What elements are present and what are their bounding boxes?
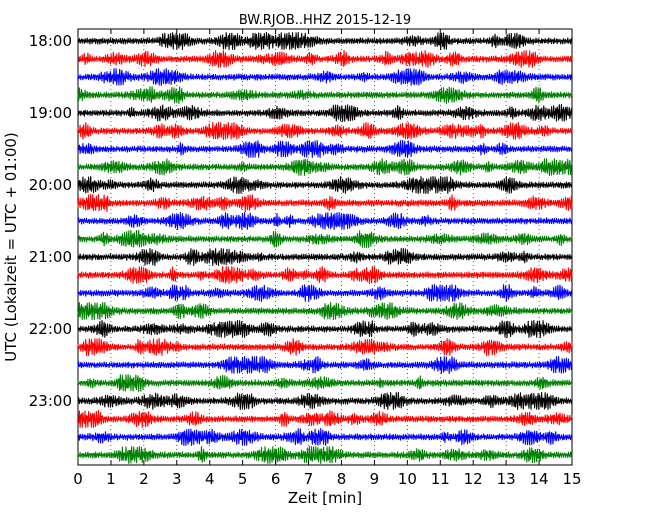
y-tick-label: 19:00 (29, 104, 72, 122)
seismic-trace (77, 355, 573, 374)
seismic-trace (77, 31, 573, 51)
x-tick-label: 12 (464, 470, 483, 488)
seismic-trace (77, 175, 573, 195)
seismic-traces (77, 31, 573, 465)
y-axis-ticks: 18:00 19:00 20:00 21:00 22:00 23:00 (29, 32, 572, 410)
x-tick-label: 9 (370, 470, 380, 488)
seismic-trace (77, 50, 573, 69)
y-tick-label: 23:00 (29, 392, 72, 410)
x-tick-label: 7 (304, 470, 314, 488)
seismic-trace (77, 409, 573, 428)
x-axis-ticks: 0 1 2 3 4 5 6 7 8 9 10 11 12 13 14 15 (73, 29, 582, 488)
x-tick-label: 0 (73, 470, 83, 488)
seismic-trace (77, 86, 573, 105)
x-tick-label: 1 (106, 470, 116, 488)
seismic-trace (77, 121, 573, 140)
seismic-trace (77, 103, 573, 122)
seismic-trace (77, 337, 573, 357)
seismic-trace (77, 374, 573, 393)
seismic-trace (77, 193, 573, 213)
seismic-trace (77, 67, 573, 87)
seismic-trace (77, 265, 573, 285)
chart-title: BW.RJOB..HHZ 2015-12-19 (239, 13, 411, 28)
x-tick-label: 4 (205, 470, 215, 488)
seismic-trace (77, 247, 573, 267)
y-tick-label: 22:00 (29, 320, 72, 338)
seismic-trace (77, 283, 573, 303)
seismic-trace (77, 211, 573, 231)
seismic-trace (77, 139, 573, 159)
seismic-trace (77, 301, 573, 321)
x-tick-label: 8 (337, 470, 347, 488)
x-tick-label: 10 (398, 470, 417, 488)
seismic-trace (77, 427, 573, 447)
seismic-trace (77, 229, 573, 249)
x-tick-label: 6 (271, 470, 281, 488)
x-tick-label: 5 (238, 470, 248, 488)
y-axis-label: UTC (Lokalzeit = UTC + 01:00) (2, 132, 20, 362)
seismic-trace (77, 158, 573, 177)
seismic-trace (77, 319, 573, 339)
x-axis-label: Zeit [min] (288, 489, 362, 507)
x-tick-label: 2 (139, 470, 149, 488)
x-tick-label: 13 (497, 470, 516, 488)
seismic-trace (77, 391, 573, 411)
plot-area (77, 28, 573, 466)
x-tick-label: 14 (530, 470, 549, 488)
x-tick-label: 3 (172, 470, 182, 488)
x-tick-label: 15 (562, 470, 581, 488)
y-tick-label: 20:00 (29, 176, 72, 194)
y-tick-label: 18:00 (29, 32, 72, 50)
seismic-trace (77, 445, 573, 465)
x-tick-label: 11 (431, 470, 450, 488)
y-tick-label: 21:00 (29, 248, 72, 266)
